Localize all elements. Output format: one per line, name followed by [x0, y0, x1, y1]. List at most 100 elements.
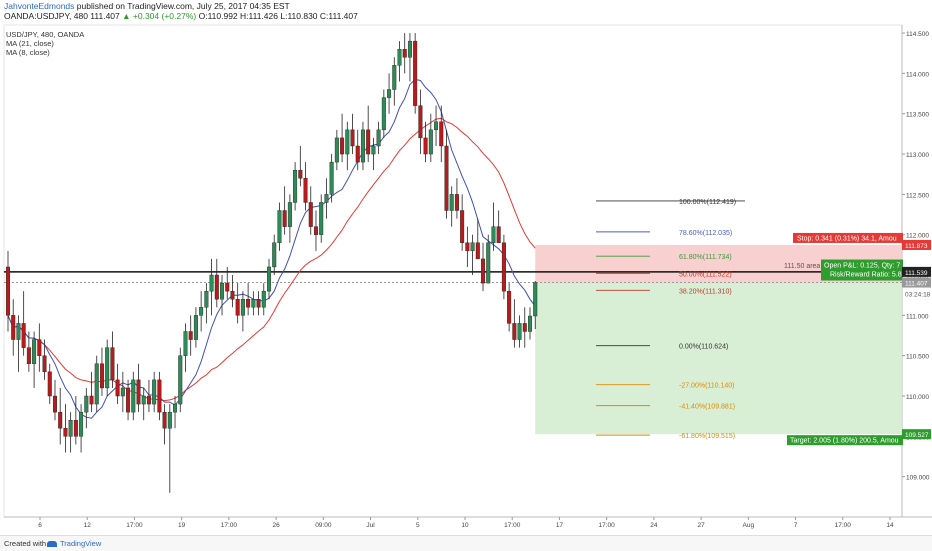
chart-pane[interactable]: 109.000109.500110.000110.500111.000111.5…	[0, 20, 932, 535]
candle-body	[277, 210, 282, 243]
candle-body	[47, 371, 52, 397]
candle-body	[308, 202, 313, 227]
candle-body	[491, 226, 496, 243]
candle-body	[528, 315, 533, 332]
candle-body	[345, 129, 350, 155]
candle-body	[381, 97, 386, 131]
risk-reward-label: Risk/Reward Ratio: 5.88	[830, 272, 906, 279]
x-tick-label: 17:00	[504, 522, 521, 529]
x-tick-label: 12	[84, 522, 92, 529]
fib-level-label: 100.00%(112.419)	[679, 199, 736, 206]
price-tag-label: 109.527	[905, 432, 929, 439]
candle-body	[293, 169, 298, 203]
y-tick-label: 110.000	[906, 394, 929, 401]
fib-level-label: 50.00%(111.522)	[679, 271, 732, 278]
candle-body	[387, 89, 392, 98]
x-tick-label: 7	[794, 522, 798, 529]
candle-body	[298, 169, 303, 179]
candle-body	[110, 347, 115, 381]
candle-body	[37, 339, 42, 356]
candle-body	[334, 137, 339, 163]
candle-body	[235, 299, 240, 316]
candle-body	[152, 379, 157, 405]
x-tick-label: 14	[886, 522, 894, 529]
candle-body	[115, 379, 120, 397]
candle-body	[136, 379, 141, 405]
candle-body	[444, 145, 449, 211]
candle-body	[167, 411, 172, 429]
candle-body	[329, 161, 334, 195]
legend-ma21[interactable]: MA (21, close)	[6, 39, 54, 48]
candle-body	[407, 40, 412, 58]
candle-body	[251, 299, 256, 308]
candle-body	[449, 194, 454, 211]
candle-body	[246, 299, 251, 308]
candle-body	[16, 323, 21, 340]
symbol-price: OANDA:USDJPY, 480 111.407	[4, 11, 120, 21]
price-tag-label: 111.873	[905, 243, 928, 250]
y-tick-label: 114.500	[906, 31, 929, 38]
candle-body	[230, 290, 235, 300]
footer-bar: Created with TradingView	[0, 535, 932, 551]
fib-level-label: 61.80%(111.734)	[679, 254, 732, 261]
candle-body	[397, 48, 402, 66]
author-link[interactable]: JahvonteEdmonds	[4, 1, 75, 11]
candle-body	[428, 129, 433, 155]
x-tick-label: Jul	[366, 522, 375, 529]
target-label-bg	[787, 435, 903, 446]
y-tick-label: 113.000	[906, 152, 929, 159]
fib-level-label: 38.20%(111.310)	[679, 288, 732, 295]
price-tag-label: 111.539	[905, 270, 928, 277]
candle-body	[324, 194, 329, 203]
legend-symbol: USD/JPY, 480, OANDA	[6, 30, 85, 39]
price-tag-label: 111.407	[905, 281, 928, 288]
candle-body	[126, 387, 131, 413]
candle-body	[141, 395, 146, 405]
candle-body	[204, 290, 209, 308]
candle-body	[162, 411, 167, 429]
candle-body	[360, 129, 365, 163]
x-tick-label: 10	[461, 522, 469, 529]
stop-label-bg	[793, 232, 903, 243]
symbol-ohlc-line: OANDA:USDJPY, 480 111.407 ▲ +0.304 (+0.2…	[4, 11, 358, 21]
candle-body	[533, 282, 538, 317]
candle-body	[340, 137, 345, 155]
created-with-text: Created with	[4, 539, 47, 548]
y-tick-label: 114.000	[906, 71, 929, 78]
price-tag-bg	[902, 266, 931, 277]
x-tick-label: 17:00	[835, 522, 852, 529]
candle-body	[225, 282, 230, 292]
price-tag-bg	[902, 277, 931, 288]
candle-body	[84, 395, 89, 413]
candle-body	[439, 121, 444, 147]
candle-body	[5, 266, 10, 316]
x-tick-label: 17:00	[221, 522, 238, 529]
candle-body	[105, 347, 110, 389]
candle-body	[79, 411, 84, 437]
legend-ma8[interactable]: MA (8, close)	[6, 48, 50, 57]
candle-body	[26, 347, 31, 364]
fib-level-label: -41.40%(109.881)	[679, 404, 735, 411]
x-tick-label: Aug	[743, 522, 755, 529]
price-chart[interactable]: 109.000109.500110.000110.500111.000111.5…	[0, 20, 932, 535]
x-tick-label: 17:00	[599, 522, 616, 529]
candle-body	[413, 40, 418, 106]
candle-body	[371, 145, 376, 155]
candle-body	[131, 379, 136, 413]
x-tick-label: 17:00	[126, 522, 143, 529]
candle-body	[418, 105, 423, 139]
fib-level-label: 78.60%(112.035)	[679, 230, 732, 237]
candle-body	[32, 339, 37, 364]
candle-body	[52, 395, 57, 413]
target-zone	[535, 282, 902, 435]
candle-body	[178, 355, 183, 405]
candle-body	[313, 226, 318, 235]
tradingview-brand[interactable]: TradingView	[47, 539, 101, 548]
candle-body	[465, 242, 470, 252]
x-tick-label: 09:00	[315, 522, 332, 529]
candle-body	[199, 307, 204, 316]
y-tick-label: 113.500	[906, 112, 929, 119]
candle-body	[475, 242, 480, 260]
candle-body	[512, 323, 517, 340]
y-tick-label: 110.500	[906, 354, 929, 361]
